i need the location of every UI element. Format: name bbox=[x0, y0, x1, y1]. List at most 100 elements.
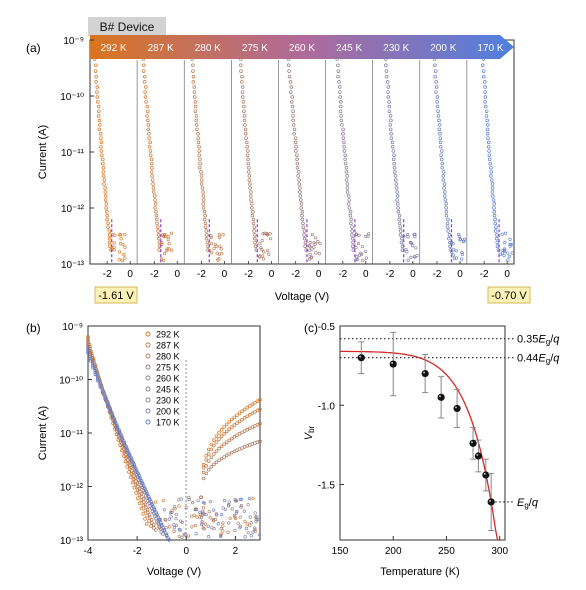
panel-a-point bbox=[301, 221, 305, 226]
panel-c-point bbox=[487, 498, 495, 506]
panel-a-point bbox=[240, 85, 245, 89]
panel-b-noise-point bbox=[243, 535, 247, 539]
panel-a-point bbox=[156, 233, 161, 237]
panel-a-noise-point bbox=[357, 253, 362, 257]
panel-a-point bbox=[253, 240, 257, 245]
panel-b-point bbox=[139, 492, 144, 496]
panel-a-noise-point bbox=[459, 257, 464, 261]
panel-a-point bbox=[302, 229, 307, 233]
panel-a-noise-point bbox=[457, 234, 461, 238]
panel-b-noise-point bbox=[194, 532, 198, 536]
panel-a-point bbox=[153, 194, 157, 198]
panel-a-point bbox=[93, 69, 98, 73]
panel-a-point bbox=[242, 114, 247, 118]
panel-b-point bbox=[217, 437, 221, 441]
panel-a-point bbox=[201, 194, 206, 198]
panel-b-noise-point bbox=[169, 515, 173, 519]
panel-a-point bbox=[341, 131, 345, 136]
panel-b-point bbox=[137, 486, 142, 491]
panel-b-point bbox=[142, 484, 146, 488]
panel-a-noise-point bbox=[451, 242, 455, 246]
panel-c-point bbox=[389, 360, 397, 368]
panel-a-point bbox=[385, 80, 390, 84]
panel-a-point bbox=[192, 85, 197, 89]
panel-b-point bbox=[86, 342, 90, 347]
panel-a-noise-point bbox=[318, 241, 322, 246]
panel-b-noise-point bbox=[213, 517, 218, 522]
panel-a-noise-point bbox=[160, 257, 164, 261]
panel-b-point bbox=[127, 470, 131, 474]
panel-a-point bbox=[201, 190, 205, 194]
panel-b-noise-point bbox=[178, 528, 182, 532]
panel-a-point bbox=[140, 49, 145, 53]
panel-b-point bbox=[127, 452, 132, 456]
panel-a-point bbox=[242, 118, 247, 123]
panel-a-point bbox=[351, 236, 355, 241]
panel-c-point-group bbox=[474, 439, 482, 473]
panel-c-ytick-label: -0.5 bbox=[318, 322, 336, 333]
panel-a-temp-label: 230 K bbox=[383, 43, 409, 54]
panel-a-point bbox=[99, 136, 103, 140]
panel-a-point bbox=[398, 229, 403, 233]
panel-b-point bbox=[253, 410, 257, 414]
panel-a-noise-point bbox=[258, 242, 262, 246]
panel-b-point bbox=[235, 421, 239, 425]
panel-b-noise-point bbox=[187, 497, 191, 502]
panel-b-point bbox=[144, 505, 148, 510]
panel-c-point-highlight bbox=[359, 355, 362, 358]
panel-c-point bbox=[437, 393, 445, 401]
panel-b-point bbox=[132, 464, 137, 469]
panel-b-legend-marker bbox=[145, 342, 151, 348]
panel-a-point bbox=[494, 236, 499, 241]
panel-b-point bbox=[120, 437, 125, 442]
panel-b-point bbox=[235, 433, 239, 438]
panel-b-noise-point bbox=[256, 518, 260, 522]
panel-a-point bbox=[492, 210, 497, 214]
panel-a-point bbox=[344, 165, 349, 170]
panel-a-ytick-label: 10⁻⁹ bbox=[63, 36, 84, 47]
panel-a-point bbox=[387, 109, 392, 113]
panel-a-point bbox=[440, 165, 444, 170]
panel-a-point bbox=[495, 233, 499, 237]
panel-a-point bbox=[245, 140, 249, 145]
panel-b-noise-point bbox=[190, 525, 194, 529]
panel-a-point bbox=[447, 236, 451, 241]
panel-a-noise-point bbox=[258, 254, 262, 258]
panel-a-point bbox=[100, 153, 104, 157]
panel-a-point bbox=[338, 90, 342, 94]
panel-b-point bbox=[232, 435, 237, 439]
panel-a-point bbox=[484, 109, 489, 113]
panel-b-noise-point bbox=[200, 520, 204, 524]
panel-b-point bbox=[152, 507, 157, 511]
panel-a-point bbox=[250, 202, 254, 206]
panel-a-point bbox=[481, 49, 485, 53]
panel-a-point bbox=[203, 213, 207, 218]
panel-a-noise-point bbox=[508, 244, 512, 248]
panel-a-point bbox=[339, 118, 344, 123]
panel-a-point bbox=[384, 74, 389, 79]
panel-c-xtick-label: 200 bbox=[385, 546, 402, 557]
panel-b-noise-point bbox=[246, 531, 250, 535]
panel-a-point bbox=[150, 165, 154, 170]
panel-b-point bbox=[227, 420, 231, 424]
panel-a-point bbox=[202, 198, 206, 202]
panel-b-point bbox=[209, 465, 214, 469]
panel-a-xtick-label: -2 bbox=[197, 269, 206, 280]
panel-a-noise-point bbox=[409, 255, 413, 260]
panel-a-point bbox=[202, 217, 207, 222]
panel-a-xtick-label: -2 bbox=[480, 269, 489, 280]
panel-a-point bbox=[287, 63, 291, 68]
panel-a-point bbox=[101, 161, 105, 166]
panel-a-point bbox=[339, 114, 343, 118]
panel-b-point bbox=[235, 413, 239, 417]
panel-b-point bbox=[130, 480, 135, 485]
panel-b-noise-point bbox=[202, 512, 206, 516]
panel-a-noise-point bbox=[165, 249, 169, 253]
panel-a-point bbox=[437, 118, 441, 123]
panel-a-noise-point bbox=[215, 251, 219, 255]
panel-a-point bbox=[151, 186, 156, 190]
panel-a-noise-point bbox=[261, 232, 265, 236]
panel-a-series: 280 K -2 0 bbox=[183, 43, 228, 280]
panel-a-noise-point bbox=[260, 239, 264, 243]
panel-a-point bbox=[495, 244, 500, 248]
